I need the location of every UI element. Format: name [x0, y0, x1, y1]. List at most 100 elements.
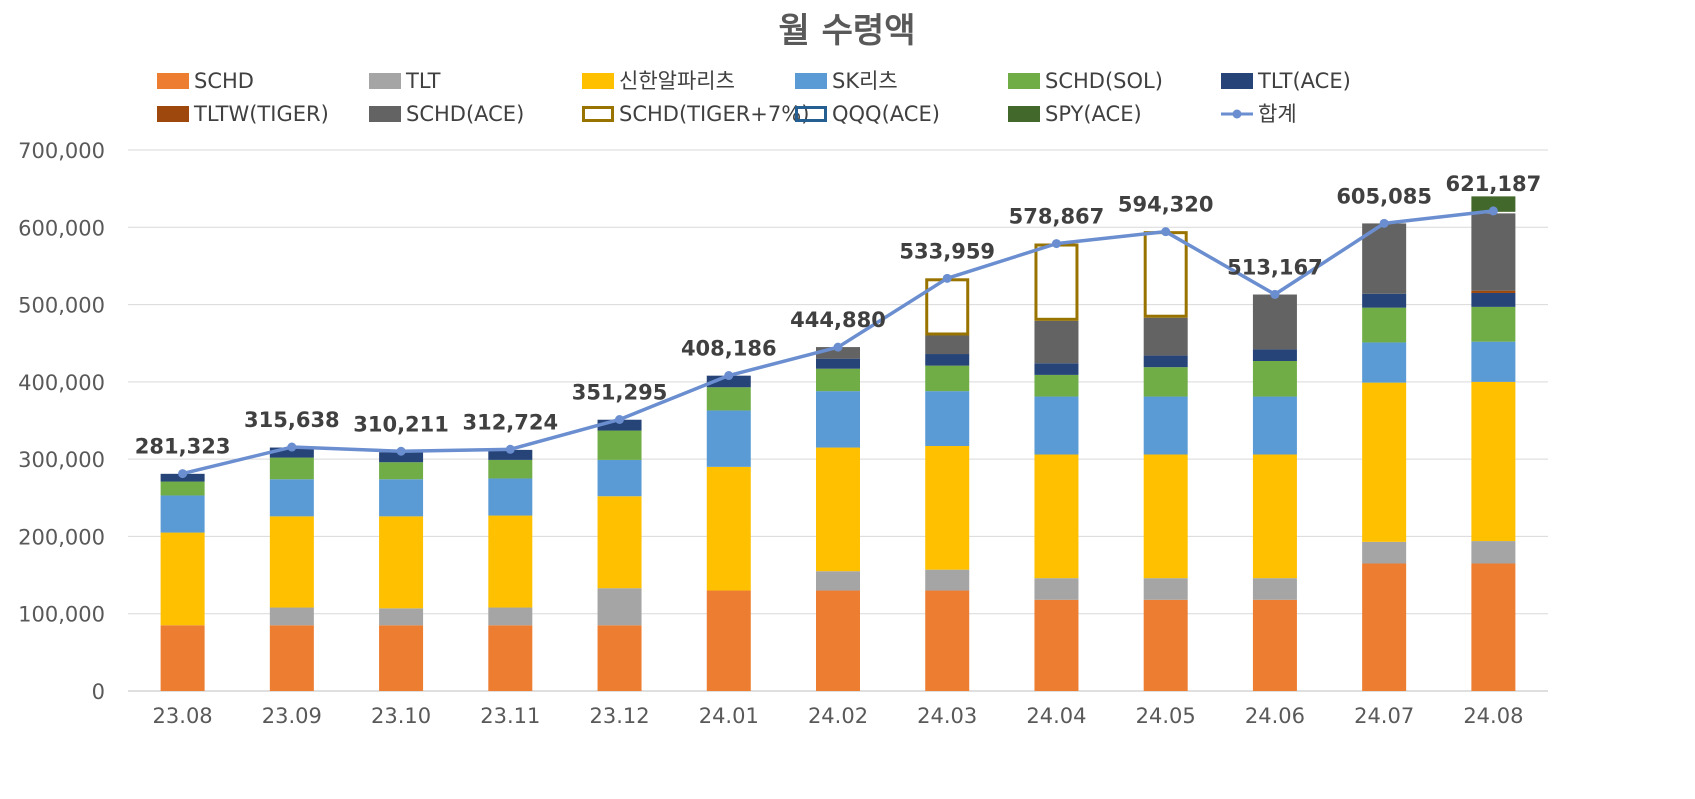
legend-swatch: [369, 106, 401, 122]
bar-segment-schd-sol: [816, 368, 860, 392]
bar-stack-24.02: [816, 347, 860, 691]
total-data-label: 444,880: [790, 308, 886, 332]
bar-segment-schd-sol: [1362, 307, 1407, 343]
bar-segment-tlt: [1034, 578, 1079, 600]
bar-segment-schd: [1362, 563, 1407, 691]
bar-segment-schd-sol: [597, 430, 642, 460]
total-data-label: 408,186: [681, 337, 777, 361]
bar-segment-series-2: [1252, 454, 1297, 579]
bar-segment-sk: [1034, 396, 1079, 455]
bar-segment-tlt: [1362, 541, 1407, 564]
bar-segment-series-2: [160, 532, 205, 626]
bar-segment-tlt-ace: [1362, 293, 1407, 308]
total-point: [1270, 289, 1280, 299]
x-tick-label: 24.01: [699, 704, 759, 728]
bar-segment-series-2: [706, 466, 751, 591]
bar-segment-tlt: [379, 608, 424, 626]
legend-label: 합계: [1258, 102, 1297, 126]
total-data-label: 281,323: [135, 435, 231, 459]
x-tick-label: 24.08: [1463, 704, 1523, 728]
legend-item-tlt: TLT: [369, 69, 441, 93]
bar-segment-schd: [597, 625, 642, 691]
bar-stack-24.06: [1252, 294, 1297, 691]
legend-swatch: [582, 73, 614, 89]
bar-segment-tlt-ace: [1143, 355, 1188, 368]
legend-swatch: [1008, 106, 1040, 122]
bar-segment-sk: [1362, 342, 1407, 383]
bars: [160, 196, 1516, 691]
bar-segment-series-2: [1143, 454, 1188, 579]
bar-segment-sk: [488, 478, 533, 516]
x-tick-label: 23.11: [480, 704, 540, 728]
bar-segment-schd: [160, 625, 205, 691]
legend-item-spy-ace: SPY(ACE): [1008, 102, 1142, 126]
bar-segment-schd-sol: [379, 462, 424, 480]
legend-label: SCHD(SOL): [1045, 69, 1163, 93]
x-tick-label: 24.02: [808, 704, 868, 728]
bar-segment-schd: [706, 590, 751, 691]
legend-swatch: [1008, 73, 1040, 89]
total-data-label: 513,167: [1227, 255, 1323, 279]
bar-segment-tlt: [925, 569, 970, 591]
legend-label: 신한알파리츠: [619, 69, 735, 93]
bar-segment-schd-tiger-7: [1034, 243, 1079, 321]
legend-item-series-11: 합계: [1221, 102, 1297, 126]
bar-segment-schd-sol: [160, 481, 205, 496]
bar-segment-sk: [1471, 341, 1516, 382]
bar-segment-schd-ace: [816, 347, 860, 359]
bar-segment-schd-ace: [1252, 294, 1297, 350]
total-point: [287, 442, 297, 452]
bar-segment-tlt-ace: [379, 452, 424, 463]
bar-segment-schd-ace: [925, 335, 970, 355]
legend-label: TLT(ACE): [1257, 69, 1351, 93]
bar-stack-23.12: [597, 419, 642, 691]
y-tick-label: 200,000: [18, 525, 105, 549]
total-point: [942, 273, 952, 283]
legend-swatch: [157, 106, 189, 122]
total-data-labels: 281,323 315,638 310,211 312,724 351,295 408,1…: [135, 172, 1541, 459]
x-tick-label: 23.09: [262, 704, 322, 728]
bar-segment-schd-sol: [488, 459, 533, 479]
total-data-label: 594,320: [1118, 193, 1214, 217]
bar-segment-schd: [816, 590, 860, 691]
x-axis: 23.08 23.09 23.10 23.11 23.12 24.01 24.02 24.03…: [153, 704, 1524, 728]
legend-label: SCHD: [194, 69, 254, 93]
bar-segment-series-2: [1034, 454, 1079, 579]
legend-swatch: [1221, 73, 1253, 89]
bar-segment-schd-sol: [269, 457, 314, 480]
y-tick-label: 100,000: [18, 603, 105, 627]
legend-item-schd-sol: SCHD(SOL): [1008, 69, 1163, 93]
bar-segment-schd: [925, 590, 970, 691]
total-data-label: 315,638: [244, 408, 340, 432]
total-data-label: 312,724: [462, 410, 558, 434]
bar-segment-schd-tiger-7: [1143, 231, 1188, 318]
legend-item-sk: SK리츠: [795, 69, 898, 93]
bar-segment-tlt: [1143, 578, 1188, 600]
total-point: [1379, 218, 1389, 228]
bar-segment-schd-sol: [706, 387, 751, 411]
bar-segment-schd-ace: [1471, 213, 1516, 291]
bar-stack-24.03: [925, 278, 970, 691]
bar-segment-tlt: [488, 607, 533, 626]
bar-segment-series-2: [488, 515, 533, 608]
total-point: [178, 469, 188, 479]
bar-segment-tlt: [1252, 578, 1297, 600]
total-point: [724, 371, 734, 381]
total-point: [396, 446, 406, 456]
bar-stack-24.07: [1362, 223, 1407, 691]
bar-segment-schd-ace: [1362, 223, 1407, 294]
bar-stack-24.01: [706, 375, 751, 691]
total-point: [833, 342, 843, 352]
bar-stack-24.04: [1034, 243, 1079, 691]
bar-segment-tlt-ace: [816, 358, 860, 369]
legend-item-schd-ace: SCHD(ACE): [369, 102, 524, 126]
legend-item-tltw-tiger: TLTW(TIGER): [157, 102, 329, 126]
legend-marker: [1232, 109, 1242, 119]
bar-segment-sk: [379, 479, 424, 517]
bar-segment-schd-sol: [925, 365, 970, 392]
bar-segment-schd-ace: [1143, 317, 1188, 356]
x-tick-label: 24.05: [1136, 704, 1196, 728]
bar-stack-23.09: [269, 447, 314, 691]
x-tick-label: 24.06: [1245, 704, 1305, 728]
